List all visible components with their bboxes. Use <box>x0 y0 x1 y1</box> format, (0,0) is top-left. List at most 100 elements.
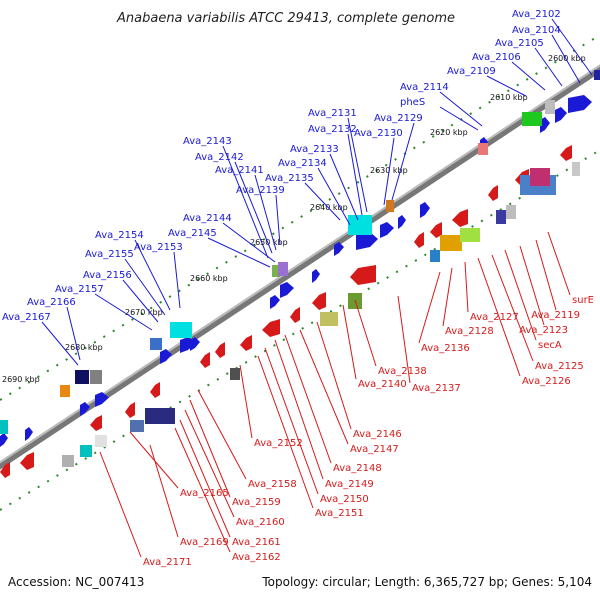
reverse-gene-ava-2150[interactable]: Ava_2150 <box>320 494 369 505</box>
forward-gene-ava-2131[interactable]: Ava_2131 <box>308 108 357 119</box>
forward-gene-ava-2142[interactable]: Ava_2142 <box>195 152 244 163</box>
forward-gene-phes[interactable]: pheS <box>400 97 425 108</box>
forward-gene-ava-2156[interactable]: Ava_2156 <box>83 270 132 281</box>
forward-leader-ava-2131 <box>347 117 368 213</box>
forward-leader-ava-2106 <box>511 61 546 91</box>
reverse-gene-ava-2147[interactable]: Ava_2147 <box>350 444 399 455</box>
reverse-gene-ava-2160[interactable]: Ava_2160 <box>236 517 285 528</box>
forward-leader-ava-2139 <box>275 194 281 246</box>
reverse-gene-ava-2128[interactable]: Ava_2128 <box>445 326 494 337</box>
forward-gene-arrow <box>0 433 8 447</box>
reverse-gene-ava-2137[interactable]: Ava_2137 <box>412 383 461 394</box>
map-title: Anabaena variabilis ATCC 29413, complete… <box>116 11 455 26</box>
forward-gene-arrow <box>270 295 280 309</box>
reverse-gene-box <box>62 455 74 467</box>
reverse-gene-ava-2123[interactable]: Ava_2123 <box>519 325 568 336</box>
forward-gene-arrow <box>555 107 567 123</box>
forward-leader-ava-2167 <box>41 321 79 366</box>
forward-gene-ava-2143[interactable]: Ava_2143 <box>183 136 232 147</box>
forward-gene-arrow <box>80 402 90 416</box>
forward-gene-ava-2145[interactable]: Ava_2145 <box>168 228 217 239</box>
forward-leader-ava-2114 <box>439 91 483 127</box>
forward-gene-ava-2114[interactable]: Ava_2114 <box>400 82 449 93</box>
forward-gene-box <box>522 112 542 126</box>
forward-gene-ava-2132[interactable]: Ava_2132 <box>308 124 357 135</box>
reverse-gene-ava-2159[interactable]: Ava_2159 <box>232 497 281 508</box>
kbp-label-2660-kbp: 2660 kbp <box>190 274 228 283</box>
reverse-gene-ava-2171[interactable]: Ava_2171 <box>143 557 192 568</box>
reverse-leader-ava-2138 <box>354 299 377 367</box>
forward-leader-ava-2143 <box>222 145 269 259</box>
forward-leader-ava-2105 <box>534 47 563 87</box>
reverse-gene-ava-2161[interactable]: Ava_2161 <box>232 537 281 548</box>
kbp-label-2670-kbp: 2670 kbp <box>125 308 163 317</box>
forward-gene-arrow <box>280 282 294 298</box>
forward-gene-ava-2106[interactable]: Ava_2106 <box>472 52 521 63</box>
reverse-gene-ava-2169[interactable]: Ava_2169 <box>180 537 229 548</box>
kbp-label-2680-kbp: 2680 kbp <box>65 343 103 352</box>
reverse-gene-ava-2136[interactable]: Ava_2136 <box>421 343 470 354</box>
reverse-gene-ava-2162[interactable]: Ava_2162 <box>232 552 281 563</box>
forward-gene-arrow <box>190 337 200 351</box>
reverse-gene-seca[interactable]: secA <box>538 340 562 351</box>
forward-gene-ava-2104[interactable]: Ava_2104 <box>512 25 561 36</box>
reverse-gene-box <box>430 250 440 262</box>
reverse-leader-ava-2161 <box>179 419 231 538</box>
forward-leader-ava-2157 <box>94 293 153 331</box>
forward-gene-ava-2129[interactable]: Ava_2129 <box>374 113 423 124</box>
forward-gene-box <box>90 370 102 384</box>
forward-gene-ava-2154[interactable]: Ava_2154 <box>95 230 144 241</box>
reverse-gene-arrow <box>240 335 252 351</box>
reverse-gene-ava-2127[interactable]: Ava_2127 <box>470 312 519 323</box>
forward-gene-box <box>348 215 372 235</box>
forward-gene-ava-2102[interactable]: Ava_2102 <box>512 9 561 20</box>
forward-leader-ava-2154 <box>134 239 171 311</box>
reverse-gene-ava-2165[interactable]: Ava_2165 <box>180 488 229 499</box>
forward-gene-ava-2155[interactable]: Ava_2155 <box>85 249 134 260</box>
reverse-gene-ava-2125[interactable]: Ava_2125 <box>535 361 584 372</box>
forward-gene-ava-2109[interactable]: Ava_2109 <box>447 66 496 77</box>
reverse-gene-arrow <box>350 265 376 285</box>
forward-leader-ava-2135 <box>304 182 341 221</box>
forward-gene-ava-2105[interactable]: Ava_2105 <box>495 38 544 49</box>
forward-leader-ava-2133 <box>329 153 359 221</box>
forward-leader-ava-2155 <box>124 258 166 316</box>
reverse-gene-ava-2140[interactable]: Ava_2140 <box>358 379 407 390</box>
forward-gene-ava-2167[interactable]: Ava_2167 <box>2 312 51 323</box>
reverse-gene-box <box>572 162 580 176</box>
reverse-gene-ava-2149[interactable]: Ava_2149 <box>325 479 374 490</box>
forward-gene-ava-2166[interactable]: Ava_2166 <box>27 297 76 308</box>
reverse-gene-ava-2148[interactable]: Ava_2148 <box>333 463 382 474</box>
forward-gene-ava-2141[interactable]: Ava_2141 <box>215 165 264 176</box>
reverse-gene-ava-2119[interactable]: Ava_2119 <box>531 310 580 321</box>
forward-gene-ava-2130[interactable]: Ava_2130 <box>354 128 403 139</box>
reverse-gene-sure[interactable]: surE <box>572 295 594 306</box>
reverse-leader-ava-2165 <box>129 431 179 489</box>
forward-leader-ava-2153 <box>173 251 181 309</box>
reverse-leader-ava-2152 <box>239 364 253 439</box>
forward-gene-arrow <box>312 269 320 283</box>
reverse-gene-arrow <box>200 352 210 368</box>
forward-gene-ava-2133[interactable]: Ava_2133 <box>290 144 339 155</box>
forward-gene-ava-2144[interactable]: Ava_2144 <box>183 213 232 224</box>
forward-gene-ava-2134[interactable]: Ava_2134 <box>278 158 327 169</box>
reverse-gene-ava-2152[interactable]: Ava_2152 <box>254 438 303 449</box>
reverse-leader-ava-2151 <box>257 355 314 509</box>
forward-gene-ava-2157[interactable]: Ava_2157 <box>55 284 104 295</box>
forward-gene-ava-2135[interactable]: Ava_2135 <box>265 173 314 184</box>
reverse-leader-ava-2159 <box>189 399 231 498</box>
forward-gene-arrow <box>95 392 109 407</box>
forward-gene-ava-2153[interactable]: Ava_2153 <box>134 242 183 253</box>
reverse-gene-box <box>320 312 338 326</box>
forward-leader-ava-2145 <box>207 237 271 268</box>
forward-leader-ava-2130 <box>383 137 395 206</box>
reverse-gene-ava-2138[interactable]: Ava_2138 <box>378 366 427 377</box>
reverse-gene-ava-2146[interactable]: Ava_2146 <box>353 429 402 440</box>
reverse-gene-arrow <box>90 415 102 431</box>
reverse-gene-ava-2151[interactable]: Ava_2151 <box>315 508 364 519</box>
forward-gene-arrow <box>160 349 172 364</box>
forward-gene-arrow <box>540 117 550 133</box>
reverse-gene-ava-2126[interactable]: Ava_2126 <box>522 376 571 387</box>
forward-gene-ava-2139[interactable]: Ava_2139 <box>236 185 285 196</box>
reverse-gene-ava-2158[interactable]: Ava_2158 <box>248 479 297 490</box>
